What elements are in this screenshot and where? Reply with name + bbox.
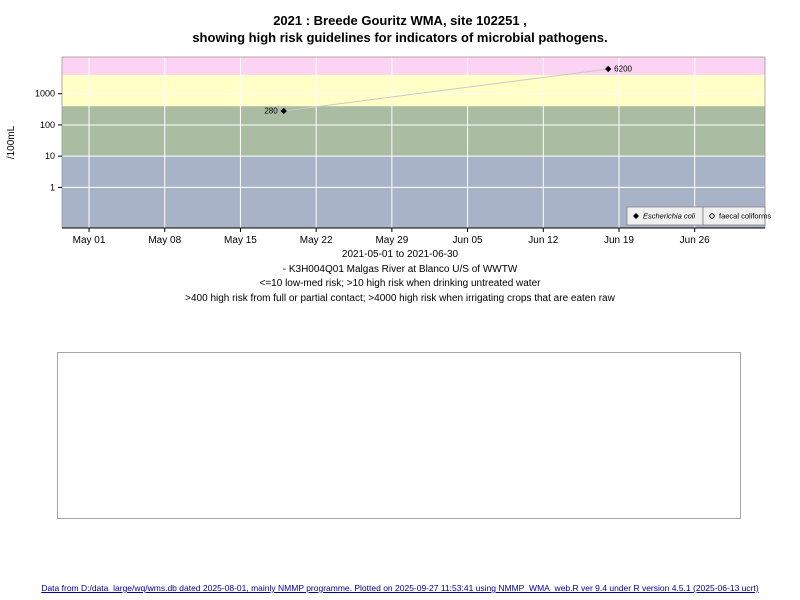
risk-guideline-chart: 1 10 100 1000 May 01 May 08 May 15 May 22 May 29…	[6, 56, 771, 246]
x-tick-label: May 29	[375, 235, 408, 246]
caption-guideline-contact: >400 high risk from full or partial cont…	[185, 292, 615, 304]
x-tick-label: May 08	[148, 235, 181, 246]
y-axis-label: /100mL	[6, 125, 17, 159]
x-tick-label: Jun 19	[604, 235, 634, 246]
risk-band	[62, 106, 765, 157]
risk-band	[62, 57, 765, 75]
y-tick-label: 100	[40, 120, 55, 130]
x-tick-label: May 22	[300, 235, 333, 246]
chart-title: 2021 : Breede Gouritz WMA, site 102251 ,…	[0, 12, 800, 46]
x-tick-label: May 15	[224, 235, 257, 246]
legend-box	[702, 206, 766, 226]
legend-label: Escherichia coli	[643, 212, 695, 221]
x-tick-label: Jun 05	[453, 235, 483, 246]
data-point-label: 6200	[614, 64, 632, 73]
chart-caption: 2021-05-01 to 2021-06-30 - K3H004Q01 Mal…	[0, 248, 800, 306]
chart-title-line1: 2021 : Breede Gouritz WMA, site 102251 ,	[273, 13, 527, 28]
chart-title-line2: showing high risk guidelines for indicat…	[192, 30, 608, 45]
data-point-label: 280	[264, 106, 278, 115]
series-line	[283, 68, 609, 112]
caption-site-name: - K3H004Q01 Malgas River at Blanco U/S o…	[282, 263, 518, 275]
legend-marker-diamond	[633, 213, 639, 219]
y-tick-label: 1	[50, 182, 55, 192]
empty-panel	[57, 352, 741, 519]
data-point-diamond	[604, 65, 612, 73]
x-tick-label: May 01	[73, 235, 106, 246]
footer-provenance-note: Data from D:/data_large/wq/wms.db dated …	[41, 583, 759, 593]
risk-band	[62, 74, 765, 107]
data-point-diamond	[280, 107, 287, 115]
legend-label: faecal coliforms	[719, 212, 771, 221]
y-tick-label: 1000	[35, 89, 55, 99]
caption-date-range: 2021-05-01 to 2021-06-30	[341, 249, 459, 260]
caption-guideline-drinking: <=10 low-med risk; >10 high risk when dr…	[259, 278, 541, 289]
x-tick-label: Jun 12	[528, 235, 558, 246]
y-tick-label: 10	[45, 151, 55, 161]
legend-marker-circle	[709, 213, 715, 219]
x-tick-label: Jun 26	[680, 235, 710, 246]
